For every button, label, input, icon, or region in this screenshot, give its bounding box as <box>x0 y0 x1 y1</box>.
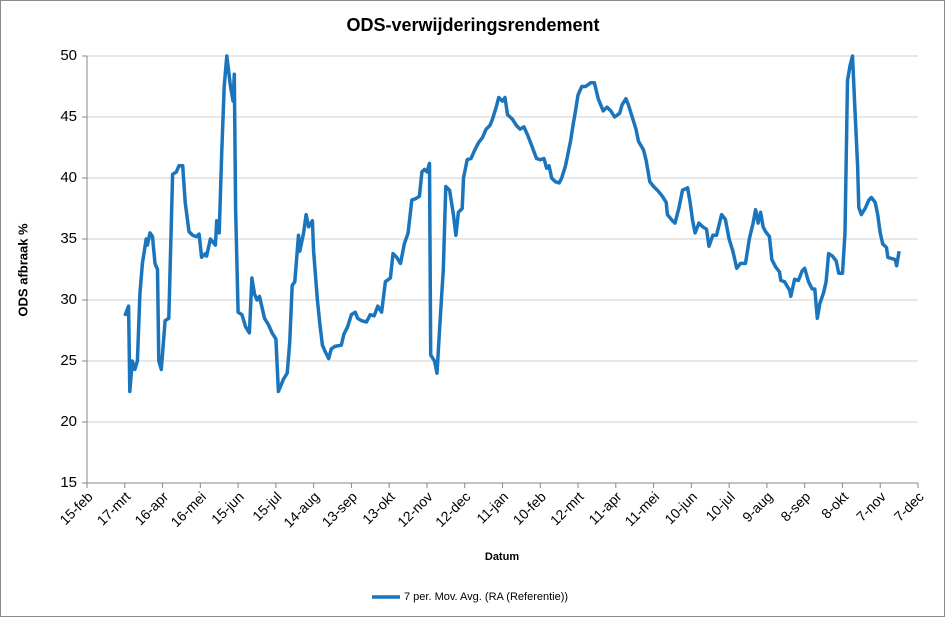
y-tick-label: 25 <box>60 352 77 369</box>
legend-label: 7 per. Mov. Avg. (RA (Referentie)) <box>404 591 568 603</box>
y-tick-label: 20 <box>60 413 77 430</box>
y-tick-label: 30 <box>60 291 77 308</box>
y-tick-label: 15 <box>60 474 77 491</box>
y-axis-label: ODS afbraak % <box>15 223 30 317</box>
y-tick-label: 35 <box>60 230 77 247</box>
y-tick-label: 40 <box>60 169 77 186</box>
y-tick-label: 45 <box>60 108 77 125</box>
data-line <box>123 54 901 394</box>
x-axis-label: Datum <box>485 551 519 563</box>
y-tick-label: 50 <box>60 47 77 64</box>
chart-title: ODS-verwijderingsrendement <box>346 15 599 35</box>
